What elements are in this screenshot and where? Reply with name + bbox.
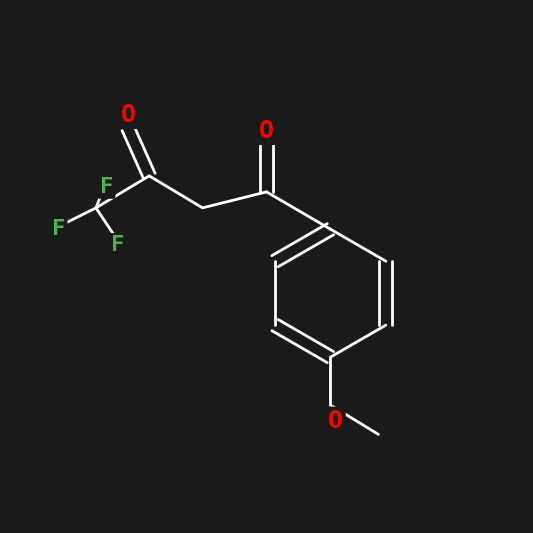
Text: F: F bbox=[52, 219, 66, 239]
Text: F: F bbox=[110, 235, 124, 255]
Text: O: O bbox=[259, 118, 274, 143]
Text: O: O bbox=[120, 102, 135, 127]
Text: F: F bbox=[100, 176, 114, 197]
Text: O: O bbox=[328, 409, 343, 433]
